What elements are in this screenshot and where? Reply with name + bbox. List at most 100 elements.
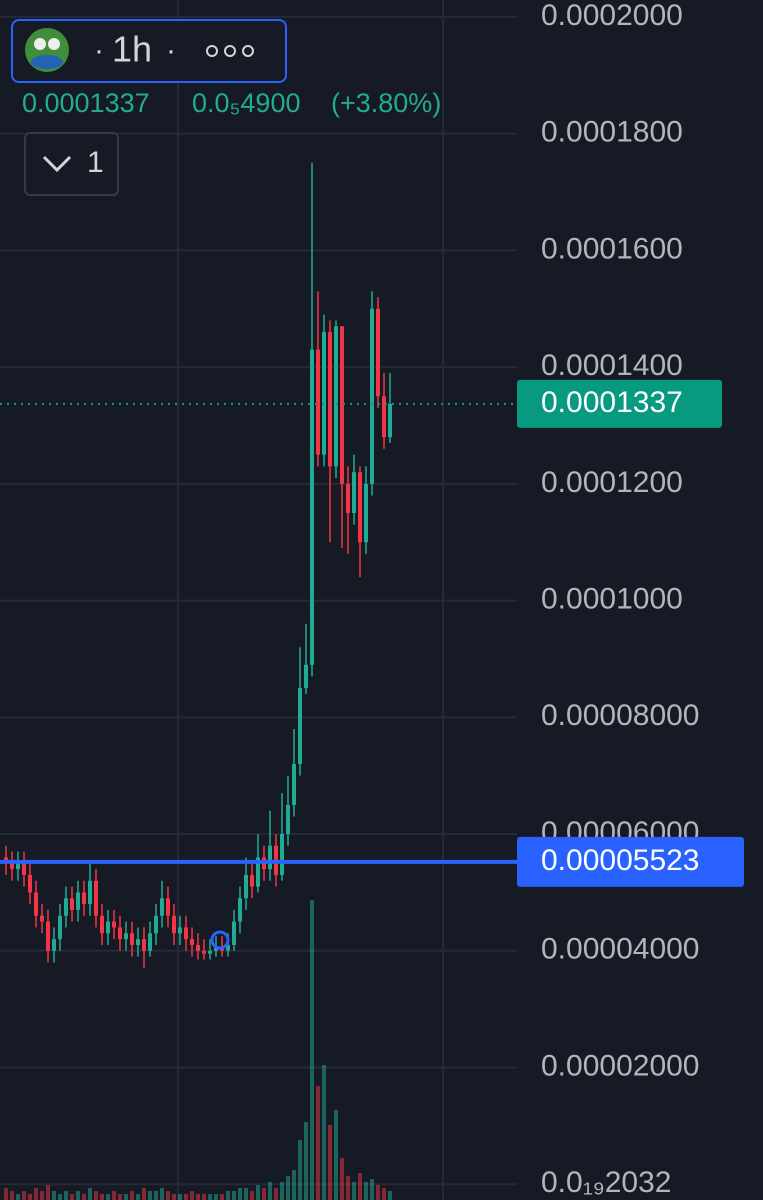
candle-body (328, 332, 332, 467)
volume-bar (178, 1194, 182, 1200)
candle-body (352, 472, 356, 514)
volume-bar (34, 1188, 38, 1200)
candle-body (292, 764, 296, 805)
symbol-icon-eye (48, 38, 60, 50)
candle-body (106, 921, 110, 934)
volume-bar (346, 1176, 350, 1200)
volume-bar (112, 1191, 116, 1200)
symbol-icon-detail (31, 55, 63, 69)
candle-body (76, 892, 80, 910)
volume-bar (190, 1191, 194, 1200)
candle-body (376, 308, 380, 397)
candle-body (52, 939, 56, 951)
volume-bar (220, 1194, 224, 1200)
interval[interactable]: 1h (112, 29, 152, 70)
candle-body (244, 874, 248, 899)
indicator-toggle[interactable] (24, 132, 119, 196)
candle-body (166, 898, 170, 916)
candle-body (346, 483, 350, 514)
horizontal-line-label: 0.00005523 (541, 844, 700, 877)
indicator-count: 1 (87, 146, 104, 179)
separator: · (166, 34, 176, 67)
more-button[interactable] (206, 45, 254, 57)
price-change: 0.0₅4900 (192, 88, 300, 118)
volume-bar (166, 1191, 170, 1200)
candle-body (172, 915, 176, 934)
candle-body (364, 483, 368, 543)
last-price-label: 0.0001337 (541, 386, 683, 419)
symbol-icon-eye (34, 38, 46, 50)
y-tick-label: 0.0001000 (541, 583, 683, 616)
candle-body (388, 403, 392, 438)
candle-body (298, 688, 302, 765)
candle-body (82, 892, 86, 905)
volume-bar (70, 1194, 74, 1200)
candle-body (88, 880, 92, 905)
volume-bar (274, 1188, 278, 1200)
volume-bar (250, 1191, 254, 1200)
candle-body (64, 898, 68, 916)
volume-bar (286, 1176, 290, 1200)
horizontal-line-badge[interactable] (517, 836, 744, 887)
y-tick-label: 0.0001200 (541, 466, 683, 499)
volume-bar (256, 1185, 260, 1200)
candle-body (316, 349, 320, 455)
candle-body (310, 349, 314, 665)
volume-bar (106, 1194, 110, 1200)
y-tick-label: 0.0002000 (541, 0, 683, 32)
volume-bar (364, 1182, 368, 1200)
symbol-box[interactable] (11, 19, 287, 83)
volume-bar (244, 1188, 248, 1200)
candle-body (286, 804, 290, 835)
candle-body (34, 892, 38, 916)
last-price-badge (517, 379, 722, 428)
volume-bar (22, 1191, 26, 1200)
candle-body (142, 939, 146, 951)
volume-bar (382, 1188, 386, 1200)
candle-body (340, 326, 344, 484)
volume-bar (352, 1182, 356, 1200)
candle-body (148, 933, 152, 951)
candle-body (322, 332, 326, 455)
volume-bar (160, 1188, 164, 1200)
candle-body (40, 915, 44, 922)
volume-bar (16, 1194, 20, 1200)
candle-body (382, 396, 386, 438)
marker (210, 930, 230, 950)
candle-body (334, 326, 338, 467)
candle-body (28, 874, 32, 893)
candle-body (214, 947, 218, 951)
candle-body (130, 933, 134, 945)
y-tick-label: 0.0001600 (541, 232, 683, 265)
candle-body (250, 874, 254, 887)
candle-body (100, 915, 104, 934)
volume (4, 900, 392, 1200)
volume-bar (334, 1110, 338, 1200)
volume-bar (214, 1194, 218, 1200)
price-change-pct: (+3.80%) (331, 88, 441, 118)
volume-bar (100, 1194, 104, 1200)
volume-bar (4, 1188, 8, 1200)
candle-body (370, 308, 374, 484)
volume-bar (262, 1188, 266, 1200)
volume-bar (46, 1185, 50, 1200)
candle-body (118, 927, 122, 940)
volume-bar (136, 1194, 140, 1200)
volume-bar (376, 1185, 380, 1200)
candle-body (16, 863, 20, 870)
candle-body (268, 845, 272, 870)
volume-bar (88, 1188, 92, 1200)
volume-bar (184, 1194, 188, 1200)
volume-bar (304, 1122, 308, 1200)
volume-bar (340, 1158, 344, 1200)
candle-body (190, 939, 194, 945)
volume-bar (58, 1194, 62, 1200)
volume-bar (82, 1194, 86, 1200)
candle-body (112, 921, 116, 928)
candle-body (202, 950, 206, 954)
candle-body (238, 898, 242, 922)
candle-body (196, 944, 200, 951)
candle-body (154, 915, 158, 934)
volume-bar (280, 1182, 284, 1200)
